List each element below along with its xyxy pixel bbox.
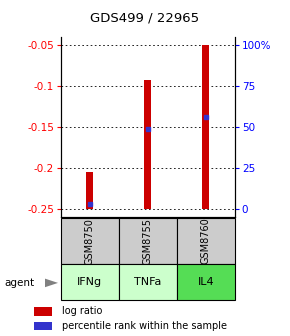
Bar — [144, 80, 151, 209]
Text: GSM8750: GSM8750 — [85, 218, 95, 264]
Bar — [61, 264, 119, 300]
Bar — [119, 264, 177, 300]
Text: GSM8760: GSM8760 — [201, 218, 211, 264]
Text: IL4: IL4 — [197, 277, 214, 287]
Text: GDS499 / 22965: GDS499 / 22965 — [90, 12, 200, 25]
Polygon shape — [45, 279, 58, 287]
Text: TNFa: TNFa — [134, 277, 162, 287]
Bar — [119, 218, 177, 264]
Bar — [86, 172, 93, 209]
Bar — [34, 307, 52, 316]
Bar — [202, 45, 209, 209]
Text: log ratio: log ratio — [62, 306, 103, 316]
Bar — [61, 218, 119, 264]
Text: GSM8755: GSM8755 — [143, 218, 153, 264]
Text: agent: agent — [4, 278, 35, 288]
Bar — [177, 218, 235, 264]
Bar — [34, 322, 52, 330]
Bar — [177, 264, 235, 300]
Text: percentile rank within the sample: percentile rank within the sample — [62, 321, 227, 331]
Text: IFNg: IFNg — [77, 277, 102, 287]
